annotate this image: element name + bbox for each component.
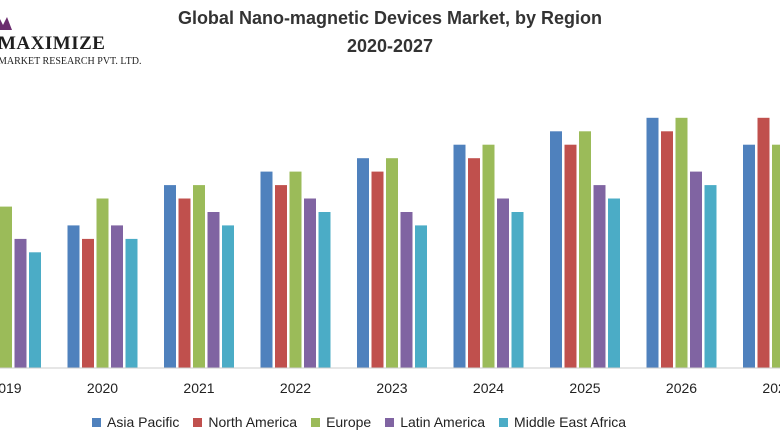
- x-tick-label-2019: 2019: [0, 380, 22, 396]
- legend-label: Middle East Africa: [514, 414, 627, 430]
- bar-latin-america-2020: [111, 225, 123, 368]
- bar-asia-pacific-2024: [453, 144, 466, 368]
- bar-europe-2024: [482, 144, 495, 368]
- bar-europe-2026: [675, 117, 688, 368]
- bar-north-america-2020: [82, 238, 94, 368]
- legend-item-europe: Europe: [311, 414, 371, 430]
- bar-north-america-2024: [468, 158, 480, 368]
- legend-swatch: [385, 417, 395, 427]
- legend-swatch: [499, 417, 509, 427]
- bar-europe-2027: [772, 144, 780, 368]
- chart-legend: Asia Pacific North America Europe Latin Ame…: [92, 414, 640, 430]
- bar-north-america-2022: [275, 185, 287, 368]
- bar-asia-pacific-2027: [743, 144, 755, 368]
- chart-title-line-2: 2020-2027: [346, 36, 434, 56]
- bar-middle-east-africa-2026: [704, 185, 717, 368]
- bar-latin-america-2023: [400, 212, 413, 368]
- logo-subtitle: MARKET RESEARCH PVT. LTD.: [0, 56, 142, 67]
- bar-latin-america-2022: [304, 198, 316, 368]
- legend-label: North America: [208, 414, 298, 430]
- bar-asia-pacific-2023: [357, 158, 369, 368]
- bar-europe-2020: [96, 198, 109, 368]
- company-logo: MAXIMIZE MARKET RESEARCH PVT. LTD.: [0, 17, 148, 68]
- bar-asia-pacific-2020: [67, 225, 80, 368]
- bar-north-america-2023: [371, 171, 384, 368]
- bar-middle-east-africa-2021: [222, 225, 234, 368]
- bar-latin-america-2021: [207, 212, 220, 368]
- bar-middle-east-africa-2024: [511, 212, 524, 368]
- legend-swatch: [311, 417, 321, 427]
- x-tick-label-2021: 2021: [183, 380, 214, 396]
- bar-north-america-2026: [661, 131, 673, 368]
- bar-asia-pacific-2021: [164, 185, 176, 368]
- bar-north-america-2027: [757, 117, 770, 368]
- x-tick-label-2024: 2024: [473, 380, 504, 396]
- x-tick-label-2025: 2025: [569, 380, 600, 396]
- chart-bars: [0, 117, 780, 368]
- bar-north-america-2025: [564, 144, 577, 368]
- bar-latin-america-2025: [593, 185, 606, 368]
- bar-europe-2019: [0, 206, 12, 368]
- bar-latin-america-2019: [14, 238, 27, 368]
- x-tick-label-2023: 2023: [376, 380, 407, 396]
- logo-name: MAXIMIZE: [0, 33, 106, 54]
- legend-item-asia-pacific: Asia Pacific: [92, 414, 179, 430]
- bar-europe-2022: [289, 171, 302, 368]
- legend-swatch: [92, 417, 101, 427]
- legend-item-latin-america: Latin America: [385, 414, 485, 430]
- legend-item-north-america: North America: [193, 414, 297, 430]
- bar-middle-east-africa-2020: [125, 238, 138, 368]
- x-tick-label-2026: 2026: [666, 380, 697, 396]
- bar-asia-pacific-2025: [550, 131, 562, 368]
- x-tick-label-2020: 2020: [87, 380, 118, 396]
- bar-asia-pacific-2026: [646, 117, 659, 368]
- bar-latin-america-2024: [497, 198, 509, 368]
- bar-middle-east-africa-2025: [608, 198, 620, 368]
- logo-mark-icon: [0, 17, 12, 30]
- bar-asia-pacific-2022: [260, 171, 273, 368]
- bar-north-america-2021: [178, 198, 191, 368]
- bar-europe-2021: [193, 185, 205, 368]
- bar-latin-america-2026: [690, 171, 702, 368]
- legend-label: Latin America: [400, 414, 486, 430]
- x-tick-label-2022: 2022: [280, 380, 311, 396]
- bar-europe-2023: [386, 158, 398, 368]
- legend-swatch: [193, 417, 203, 427]
- legend-label: Europe: [326, 414, 372, 430]
- bar-europe-2025: [579, 131, 591, 368]
- chart-title-line-1: Global Nano-magnetic Devices Market, by …: [177, 8, 603, 28]
- legend-label: Asia Pacific: [107, 414, 180, 430]
- legend-item-middle-east-africa: Middle East Africa: [499, 414, 626, 430]
- x-tick-label-2027: 2027: [762, 380, 780, 396]
- bar-middle-east-africa-2023: [415, 225, 427, 368]
- bar-middle-east-africa-2019: [29, 252, 41, 368]
- bar-middle-east-africa-2022: [318, 212, 331, 368]
- x-axis-tick-labels: 2019 2020 2021 2022 2023 2024 2025 2026 2027: [0, 380, 780, 396]
